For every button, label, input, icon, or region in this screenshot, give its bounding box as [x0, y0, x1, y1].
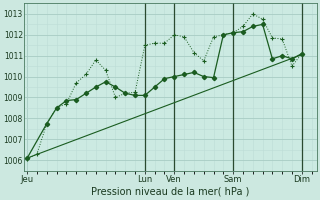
X-axis label: Pression niveau de la mer( hPa ): Pression niveau de la mer( hPa ): [91, 187, 250, 197]
